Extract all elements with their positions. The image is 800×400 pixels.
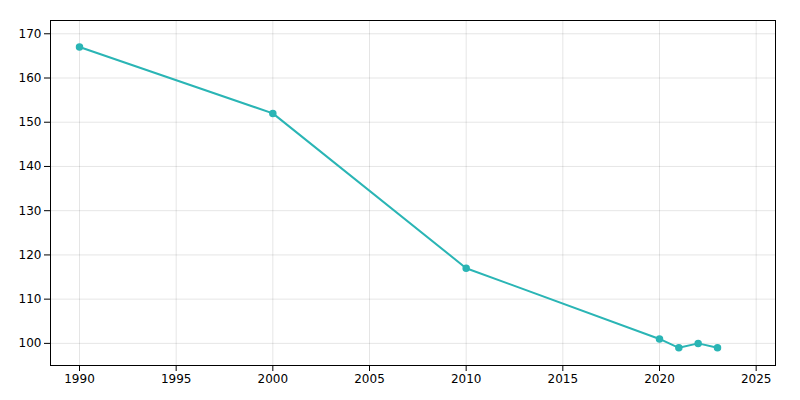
svg-text:170: 170 [19,27,42,41]
svg-text:110: 110 [19,292,42,306]
svg-text:2020: 2020 [644,372,675,386]
svg-text:160: 160 [19,71,42,85]
svg-text:1995: 1995 [161,372,192,386]
svg-text:2010: 2010 [451,372,482,386]
svg-text:2015: 2015 [548,372,579,386]
svg-text:140: 140 [19,159,42,173]
svg-text:150: 150 [19,115,42,129]
svg-text:120: 120 [19,248,42,262]
svg-text:100: 100 [19,336,42,350]
svg-text:1990: 1990 [64,372,95,386]
svg-text:2005: 2005 [354,372,385,386]
svg-text:130: 130 [19,204,42,218]
svg-text:2000: 2000 [258,372,289,386]
svg-text:2025: 2025 [741,372,772,386]
